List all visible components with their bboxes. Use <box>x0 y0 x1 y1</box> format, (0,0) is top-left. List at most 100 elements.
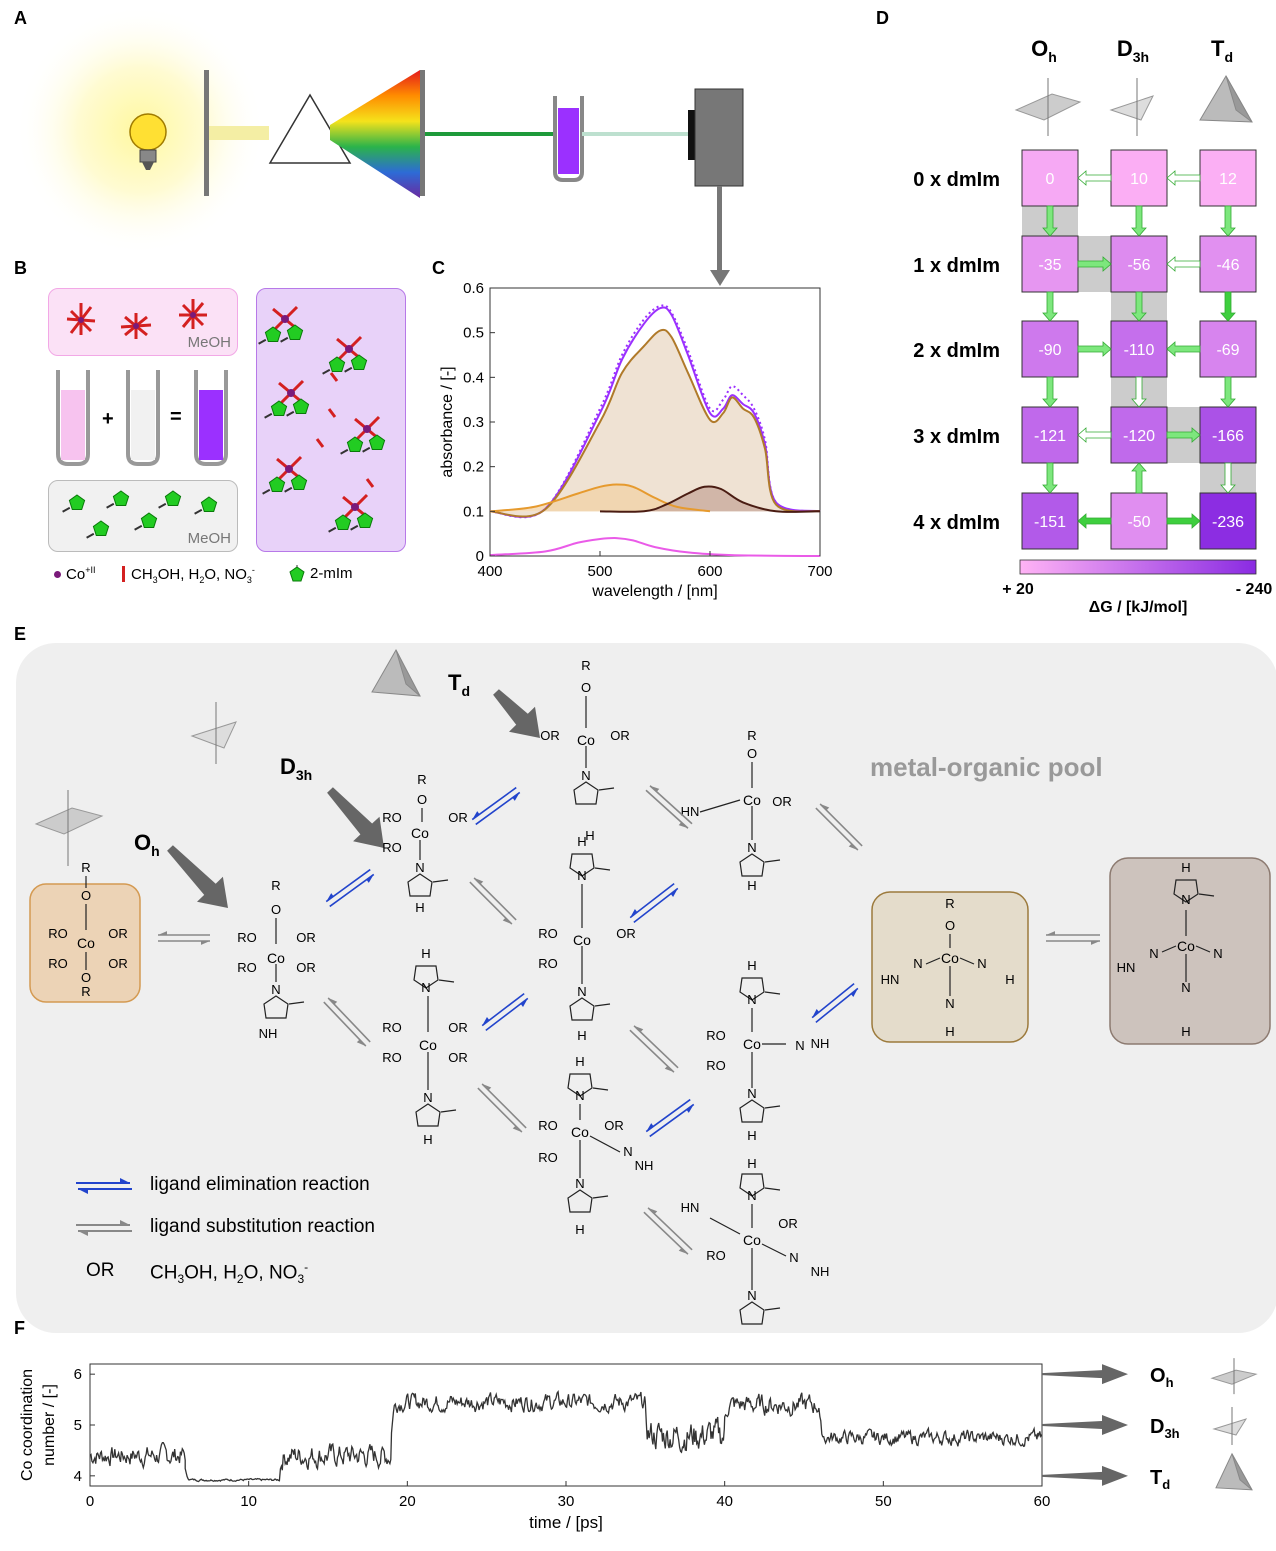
level-label-0: Oh <box>1150 1365 1174 1390</box>
octahedron-icon <box>34 790 104 866</box>
substitution-arrow <box>469 881 513 925</box>
cobalt-atom: Co <box>77 935 95 951</box>
substitution-arrow <box>645 789 689 829</box>
x-tick-label: 400 <box>477 563 502 580</box>
atom-label: OR <box>604 1118 624 1133</box>
heatmap-cell-value: -121 <box>1034 428 1066 445</box>
co-center-icon <box>363 425 371 433</box>
atom-label: R <box>581 658 590 673</box>
imidazole-ring <box>567 1189 593 1213</box>
imidazole-ring <box>567 1073 593 1097</box>
transition-arrow <box>1131 376 1147 408</box>
solvent-bar-icon <box>329 372 339 382</box>
atom-label: H <box>945 1024 954 1039</box>
y-tick-label: 0.4 <box>463 369 484 386</box>
trigonal-bipyramid-icon <box>1212 1407 1248 1445</box>
legend-substitution: ligand substitution reaction <box>150 1216 375 1237</box>
light-beam-yellow <box>209 126 269 140</box>
heatmap-cell <box>1021 149 1079 207</box>
atom-label: N <box>1181 892 1190 907</box>
solvent-bar-icon <box>315 438 325 448</box>
transition-arrow <box>1220 205 1236 237</box>
panel-e-pool <box>16 643 1276 1333</box>
detector-icon <box>694 88 744 187</box>
y-tick-label: 0.1 <box>463 503 484 520</box>
detector-to-chart-arrow <box>710 230 730 286</box>
atom-label: H <box>421 946 430 961</box>
co-dot-icon <box>54 571 61 578</box>
cobalt-atom: Co <box>267 950 285 966</box>
y-tick-label: 0.2 <box>463 459 484 476</box>
atom-label: RO <box>706 1248 726 1263</box>
panel-a-setup <box>15 5 744 250</box>
elimination-arrow <box>649 1103 695 1138</box>
atom-label: N <box>795 1038 804 1053</box>
bond <box>594 1003 611 1007</box>
panel-b: MeOH + = MeOH Co+II CH3OH, H2O, NO3- 2-m… <box>48 288 408 588</box>
substitution-arrow <box>643 1211 689 1255</box>
atom-label: OR <box>616 926 636 941</box>
atom-label: O <box>271 902 281 917</box>
cobalt-atom: Co <box>411 825 429 841</box>
level-arrow <box>1042 1465 1128 1486</box>
level-label-1: D3h <box>1150 1416 1180 1441</box>
imidazole-molecules <box>62 490 218 539</box>
atom-label: N <box>421 980 430 995</box>
co-center-icon <box>345 345 353 353</box>
row-label-2: 2 x dmIm <box>913 340 1000 362</box>
series-line-3 <box>489 483 711 513</box>
y-tick-label: 0 <box>476 548 484 565</box>
tetrahedron-icon <box>1199 75 1253 123</box>
atom-label: H <box>747 1156 756 1171</box>
atom-label: N <box>747 1086 756 1101</box>
cobalt-atom: Co <box>743 1036 761 1052</box>
heatmap-cell-value: -69 <box>1216 342 1239 359</box>
atom-label: H <box>577 834 586 849</box>
trigonal-bipyramid-icon <box>1109 78 1154 136</box>
y-tick-label: 0.6 <box>463 280 484 297</box>
elimination-arrow <box>485 997 529 1032</box>
atom-label: OR <box>296 930 316 945</box>
oh-big-arrow <box>167 845 228 908</box>
atom-label: H <box>1181 1024 1190 1039</box>
atom-label: N <box>623 1144 632 1159</box>
series-line-0 <box>489 306 821 518</box>
imidazole-icon <box>350 354 368 370</box>
heatmap-cell-value: -50 <box>1127 514 1150 531</box>
colorbar-max: - 240 <box>1236 581 1273 598</box>
heatmap-cell-value: 0 <box>1046 171 1055 188</box>
atom-label: OR <box>108 926 128 941</box>
y-axis-label-line: number / [-] <box>41 1384 58 1466</box>
solvent-label-top: MeOH <box>187 334 231 351</box>
atom-label: RO <box>48 956 68 971</box>
heatmap-cell-value: -151 <box>1034 514 1066 531</box>
panel-label-a: A <box>14 8 27 28</box>
atom-label: N <box>747 1288 756 1303</box>
atom-label: RO <box>382 1020 402 1035</box>
atom-label: N <box>945 996 954 1011</box>
bond <box>764 859 781 863</box>
grey-double-arrow-icon <box>76 1220 132 1236</box>
atom-label: R <box>81 860 90 875</box>
imidazole-icon <box>334 514 352 530</box>
bond <box>959 957 975 965</box>
atom-label: R <box>271 878 280 893</box>
transition-arrow <box>1131 462 1147 494</box>
coordination-trace: 0 10 20 30 40 50 60 4 5 6 time / [ps] Co coordinati… <box>19 1358 1258 1532</box>
heatmap-cell-value: -46 <box>1216 257 1239 274</box>
series-line-4 <box>599 485 821 513</box>
atom-label: NH <box>811 1264 830 1279</box>
atom-label: RO <box>237 960 257 975</box>
atom-label: H <box>577 1028 586 1043</box>
transition-arrow <box>1077 513 1112 529</box>
imidazole-icon <box>140 512 158 528</box>
atom-label: O <box>747 746 757 761</box>
absorbance-chart: 400 500 600 700 0 0.1 0.2 0.3 0.4 0.5 0.6 wavelengt… <box>439 280 833 600</box>
co-solvated-ions <box>66 299 207 339</box>
bond <box>589 1135 621 1153</box>
imidazole-ring <box>573 781 599 805</box>
transition-arrow <box>1042 376 1058 408</box>
elimination-arrow <box>475 791 521 826</box>
imidazole-icon <box>368 434 386 450</box>
imidazole-ring <box>569 853 595 877</box>
